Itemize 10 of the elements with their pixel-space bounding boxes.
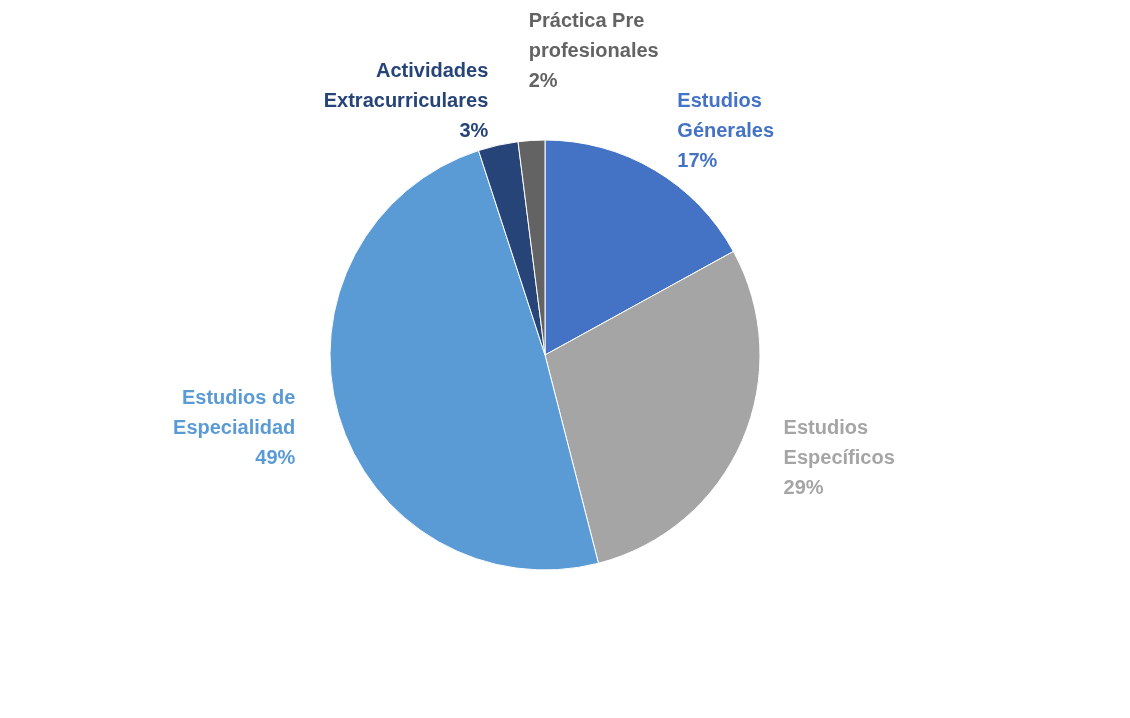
- slice-label: Estudios de Especialidad: [173, 385, 296, 438]
- data-label: 2%: [528, 68, 558, 91]
- data-label: 17%: [677, 149, 718, 172]
- slice-label: Estudios Génerales: [677, 89, 775, 142]
- slice-label: Actividades Extracurriculares: [323, 59, 489, 112]
- slice-label: Práctica Pre profesionales: [528, 8, 659, 61]
- data-label: 29%: [783, 476, 824, 499]
- data-label: 49%: [255, 445, 296, 468]
- slice-label: Estudios Específicos: [783, 416, 895, 469]
- data-label: 3%: [459, 119, 489, 142]
